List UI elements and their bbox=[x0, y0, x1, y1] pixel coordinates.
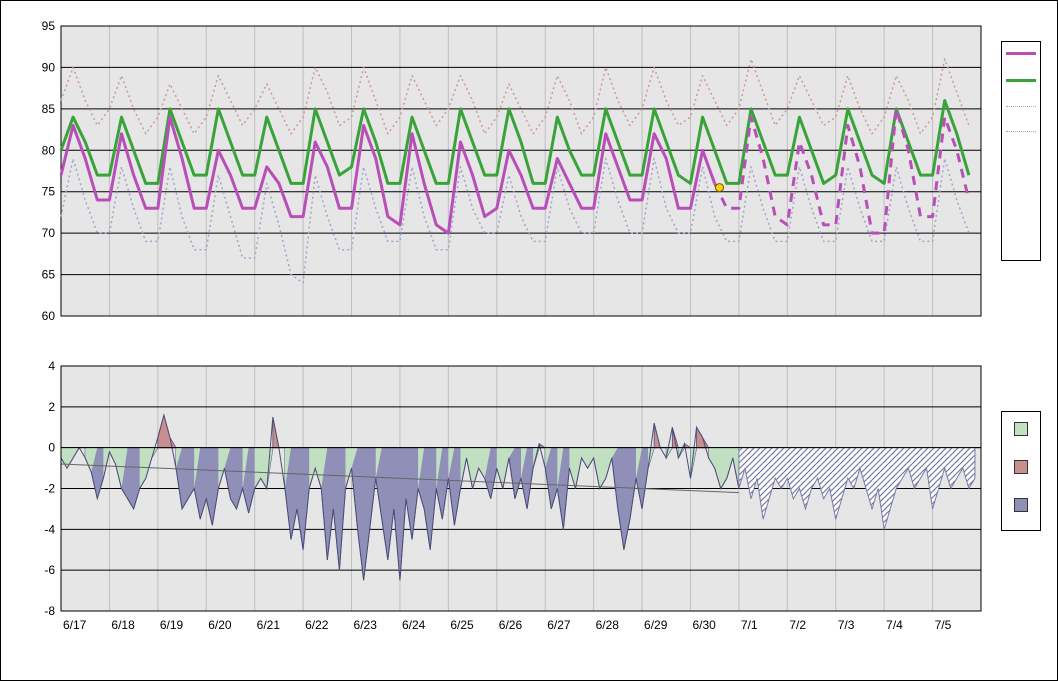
y-tick-label: -2 bbox=[44, 482, 55, 496]
legend-line bbox=[1006, 79, 1036, 82]
x-tick-label: 6/24 bbox=[402, 618, 426, 632]
legend-line bbox=[1006, 106, 1036, 107]
x-tick-label: 6/26 bbox=[499, 618, 523, 632]
legend-swatch bbox=[1014, 498, 1028, 512]
x-tick-label: 7/2 bbox=[789, 618, 806, 632]
current-marker bbox=[716, 184, 724, 192]
temperature-chart: 60 65 70 75 80 85 90 95 bbox=[11, 11, 991, 331]
y-tick-label: 95 bbox=[42, 19, 56, 33]
anomaly-chart: -8 -6 -4 -2 0 2 4 6/17 6/18 6/19 6/20 6/21 6/22 6/23 6… bbox=[11, 351, 991, 641]
y-tick-label: 4 bbox=[48, 359, 55, 373]
x-tick-label: 6/17 bbox=[63, 618, 87, 632]
y-tick-label: 60 bbox=[42, 309, 56, 323]
top-chart-row: 60 65 70 75 80 85 90 95 bbox=[11, 11, 1047, 331]
x-tick-label: 6/22 bbox=[305, 618, 329, 632]
x-tick-label: 6/25 bbox=[450, 618, 474, 632]
y-tick-label: -4 bbox=[44, 522, 55, 536]
x-tick-label: 6/27 bbox=[547, 618, 571, 632]
x-tick-label: 6/20 bbox=[208, 618, 232, 632]
legend-swatch bbox=[1014, 460, 1028, 474]
legend-line bbox=[1006, 131, 1036, 132]
y-tick-label: 80 bbox=[42, 143, 56, 157]
y-tick-label: 85 bbox=[42, 102, 56, 116]
x-tick-label: 6/23 bbox=[354, 618, 378, 632]
legend-swatch bbox=[1014, 422, 1028, 436]
y-tick-label: 75 bbox=[42, 185, 56, 199]
x-tick-label: 6/18 bbox=[111, 618, 135, 632]
legend-line bbox=[1006, 52, 1036, 55]
x-tick-label: 7/1 bbox=[741, 618, 758, 632]
y-tick-label: 70 bbox=[42, 226, 56, 240]
y-tick-label: 2 bbox=[48, 400, 55, 414]
x-tick-label: 6/29 bbox=[644, 618, 668, 632]
bottom-legend bbox=[1001, 411, 1041, 531]
x-tick-label: 6/19 bbox=[160, 618, 184, 632]
y-tick-label: -6 bbox=[44, 563, 55, 577]
x-tick-label: 7/5 bbox=[935, 618, 952, 632]
chart-container: 60 65 70 75 80 85 90 95 -8 -6 -4 -2 0 2 4 6/17 6/18 6/19… bbox=[0, 0, 1058, 681]
x-tick-label: 7/3 bbox=[838, 618, 855, 632]
top-legend bbox=[1001, 41, 1041, 261]
y-tick-label: 0 bbox=[48, 441, 55, 455]
bottom-chart-row: -8 -6 -4 -2 0 2 4 6/17 6/18 6/19 6/20 6/21 6/22 6/23 6… bbox=[11, 351, 1047, 641]
x-tick-label: 6/30 bbox=[692, 618, 716, 632]
y-tick-label: 65 bbox=[42, 268, 56, 282]
y-tick-label: 90 bbox=[42, 60, 56, 74]
x-tick-label: 6/21 bbox=[257, 618, 281, 632]
y-tick-label: -8 bbox=[44, 604, 55, 618]
x-tick-label: 7/4 bbox=[886, 618, 903, 632]
x-tick-label: 6/28 bbox=[596, 618, 620, 632]
